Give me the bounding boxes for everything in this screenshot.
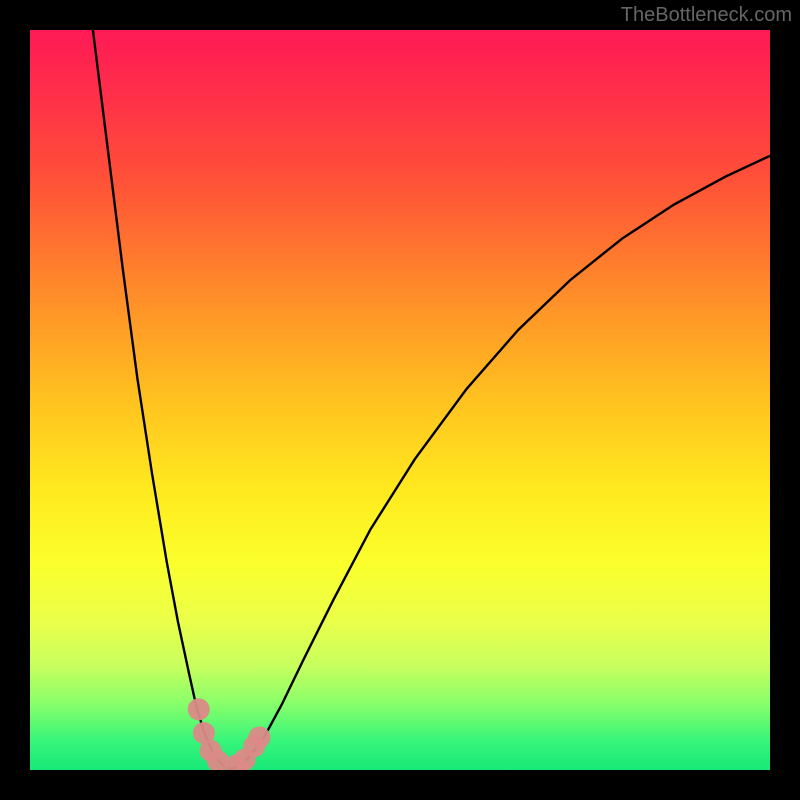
- bottleneck-chart-svg: [0, 0, 800, 800]
- marker-dot: [248, 726, 270, 748]
- watermark-text: TheBottleneck.com: [621, 4, 792, 27]
- marker-dot: [188, 698, 210, 720]
- chart-container: TheBottleneck.com: [0, 0, 800, 800]
